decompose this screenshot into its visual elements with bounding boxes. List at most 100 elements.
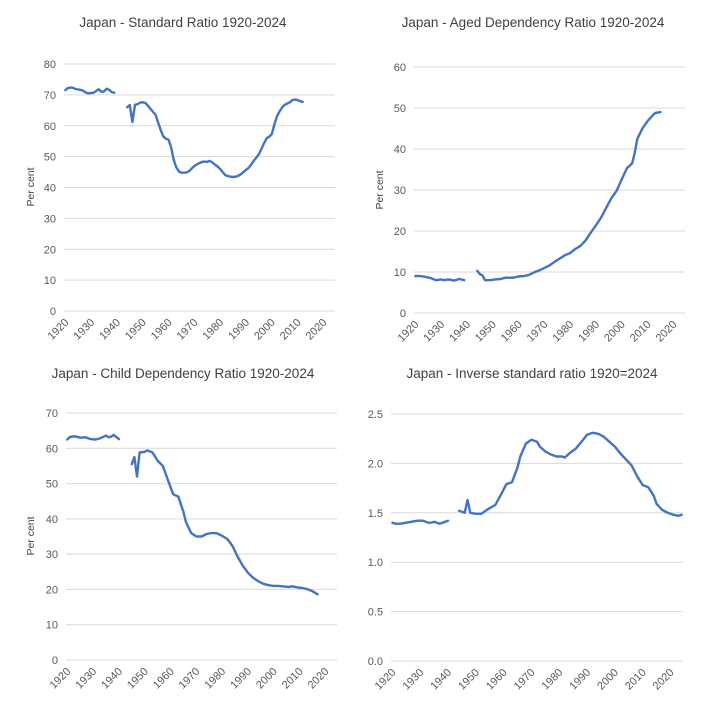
x-tick-label: 1990 <box>228 666 254 692</box>
x-tick-label: 1950 <box>125 666 151 692</box>
chart-title: Japan - Aged Dependency Ratio 1920-2024 <box>402 15 665 30</box>
chart-inverse-standard-ratio: Japan - Inverse standard ratio 1920=2024… <box>368 366 683 692</box>
y-tick-label: 2.5 <box>368 409 383 421</box>
y-tick-label: 60 <box>394 62 406 74</box>
x-tick-label: 1930 <box>71 317 97 343</box>
x-tick-label: 1970 <box>512 667 538 693</box>
x-tick-label: 1960 <box>484 667 510 693</box>
y-tick-label: 1.0 <box>368 557 383 569</box>
y-tick-label: 40 <box>46 514 58 526</box>
y-tick-label: 0 <box>52 655 58 667</box>
series-line-segment-2 <box>130 449 319 596</box>
x-tick-labels: 1920 1930 1940 1950 1960 1970 1980 1990 2000 2010… <box>373 667 677 693</box>
y-tick-label: 0 <box>50 306 56 318</box>
x-tick-label: 1970 <box>175 317 201 343</box>
chart-title: Japan - Inverse standard ratio 1920=2024 <box>406 366 658 381</box>
x-tick-label: 1980 <box>550 319 576 345</box>
y-axis-label: Per cent <box>374 170 386 209</box>
chart-aged-dependency: Japan - Aged Dependency Ratio 1920-2024 … <box>374 15 685 344</box>
series-layer <box>64 86 304 179</box>
x-tick-label: 1980 <box>540 667 566 693</box>
y-tick-label: 70 <box>46 408 58 420</box>
x-tick-label: 1960 <box>499 319 525 345</box>
y-tick-label: 40 <box>44 183 56 195</box>
series-line-segment-1 <box>391 519 450 525</box>
x-tick-label: 1950 <box>456 667 482 693</box>
y-tick-label: 70 <box>44 90 56 102</box>
series-layer <box>391 431 683 525</box>
y-tick-label: 50 <box>46 479 58 491</box>
x-tick-label: 2000 <box>595 667 621 693</box>
x-tick-label: 2020 <box>306 666 332 692</box>
x-tick-label: 1970 <box>177 666 203 692</box>
x-tick-label: 1990 <box>567 667 593 693</box>
series-layer <box>414 110 662 282</box>
chart-child-dependency: Japan - Child Dependency Ratio 1920-2024… <box>25 366 337 691</box>
series-line-segment-2 <box>126 98 304 179</box>
x-tick-label: 1950 <box>473 319 499 345</box>
x-tick-label: 2020 <box>651 667 677 693</box>
x-tick-label: 1940 <box>97 317 123 343</box>
y-tick-label: 40 <box>394 144 406 156</box>
x-tick-label: 1920 <box>46 317 72 343</box>
y-tick-label: 10 <box>44 275 56 287</box>
x-tick-labels: 1920 1930 1940 1950 1960 1970 1980 1990 2000 2010… <box>46 317 330 343</box>
x-tick-label: 1970 <box>525 319 551 345</box>
y-tick-label: 30 <box>394 185 406 197</box>
y-axis-label: Per cent <box>25 516 37 555</box>
gridlines <box>66 412 337 661</box>
series-line-segment-2 <box>476 110 662 282</box>
y-tick-labels: 0 10 20 30 40 50 60 <box>394 62 406 320</box>
x-tick-label: 1940 <box>447 319 473 345</box>
chart-standard-ratio: Japan - Standard Ratio 1920-2024 Per cen… <box>25 15 335 342</box>
x-tick-label: 2010 <box>623 667 649 693</box>
x-tick-label: 2010 <box>278 317 304 343</box>
y-tick-label: 10 <box>46 620 58 632</box>
series-layer <box>66 433 319 596</box>
x-tick-label: 1920 <box>396 319 422 345</box>
y-tick-labels: 0.0 0.5 1.0 1.5 2.0 2.5 <box>368 409 383 668</box>
series-line-segment-2 <box>457 431 683 517</box>
y-tick-label: 20 <box>394 226 406 238</box>
x-tick-label: 1960 <box>151 666 177 692</box>
y-tick-label: 60 <box>46 443 58 455</box>
y-tick-label: 30 <box>44 213 56 225</box>
y-tick-label: 0 <box>400 308 406 320</box>
x-tick-label: 1990 <box>226 317 252 343</box>
series-line-segment-1 <box>64 86 116 95</box>
x-tick-label: 2020 <box>304 317 330 343</box>
y-tick-label: 1.5 <box>368 508 383 520</box>
x-tick-label: 1920 <box>48 666 74 692</box>
y-tick-label: 2.0 <box>368 458 383 470</box>
y-tick-label: 60 <box>44 121 56 133</box>
chart-title: Japan - Standard Ratio 1920-2024 <box>79 15 287 30</box>
x-tick-label: 1950 <box>123 317 149 343</box>
y-tick-label: 0.5 <box>368 607 383 619</box>
y-tick-label: 50 <box>394 103 406 115</box>
gridlines <box>64 63 335 312</box>
chart-title: Japan - Child Dependency Ratio 1920-2024 <box>52 366 315 381</box>
series-line-segment-1 <box>66 433 121 441</box>
x-tick-label: 2020 <box>654 319 680 345</box>
x-tick-label: 2010 <box>628 319 654 345</box>
y-tick-label: 50 <box>44 152 56 164</box>
gridlines <box>414 66 685 314</box>
y-tick-label: 20 <box>46 584 58 596</box>
y-tick-labels: 0 10 20 30 40 50 60 70 <box>46 408 58 667</box>
x-tick-label: 2010 <box>280 666 306 692</box>
x-tick-labels: 1920 1930 1940 1950 1960 1970 1980 1990 2000 2010… <box>48 666 332 692</box>
y-axis-label: Per cent <box>25 167 37 206</box>
x-tick-label: 1980 <box>200 317 226 343</box>
gridlines <box>391 413 683 662</box>
x-tick-label: 1960 <box>149 317 175 343</box>
x-tick-label: 1920 <box>373 667 399 693</box>
y-tick-label: 0.0 <box>368 656 383 668</box>
y-tick-label: 80 <box>44 59 56 71</box>
x-tick-label: 1980 <box>202 666 228 692</box>
y-tick-label: 10 <box>394 267 406 279</box>
x-tick-label: 1930 <box>421 319 447 345</box>
x-tick-label: 2000 <box>602 319 628 345</box>
x-tick-label: 1940 <box>99 666 125 692</box>
x-tick-label: 1990 <box>576 319 602 345</box>
